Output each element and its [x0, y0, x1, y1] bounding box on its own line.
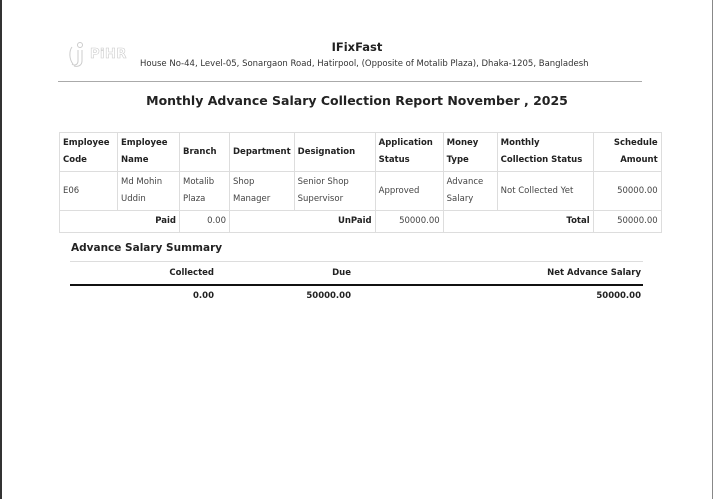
- table-footer-row: Paid 0.00 UnPaid 50000.00 Total 50000.00: [59, 210, 662, 233]
- unpaid-label: UnPaid: [229, 210, 376, 233]
- summary-header-due: Due: [332, 268, 351, 278]
- cell-money-type: Advance Salary: [442, 171, 498, 211]
- summary-header-net: Net Advance Salary: [547, 268, 641, 278]
- total-value: 50000.00: [592, 210, 662, 233]
- table-row: E06 Md Mohin Uddin Motalib Plaza Shop Ma…: [59, 171, 662, 211]
- summary-value-due: 50000.00: [306, 291, 351, 301]
- column-header: Branch: [179, 132, 230, 172]
- cell-application-status: Approved: [374, 171, 444, 211]
- cell-collection-status: Not Collected Yet: [496, 171, 594, 211]
- column-header: Schedule Amount: [592, 132, 662, 172]
- summary-title: Advance Salary Summary: [71, 242, 223, 254]
- summary-header-rule: [70, 284, 643, 286]
- summary-value-collected: 0.00: [193, 291, 214, 301]
- company-name: IFixFast: [331, 40, 383, 54]
- logo-icon: [69, 42, 83, 67]
- summary-divider: [70, 261, 643, 262]
- column-header: Employee Name: [117, 132, 180, 172]
- paid-value: 0.00: [179, 210, 230, 233]
- page-edge-right: [712, 0, 713, 499]
- summary-value-net: 50000.00: [596, 291, 641, 301]
- cell-designation: Senior Shop Supervisor: [293, 171, 376, 211]
- cell-schedule-amount: 50000.00: [592, 171, 662, 211]
- column-header: Department: [229, 132, 295, 172]
- cell-branch: Motalib Plaza: [179, 171, 230, 211]
- cell-department: Shop Manager: [229, 171, 295, 211]
- column-header: Application Status: [374, 132, 444, 172]
- column-header: Monthly Collection Status: [496, 132, 594, 172]
- column-header: Employee Code: [59, 132, 118, 172]
- column-header: Designation: [293, 132, 376, 172]
- column-header: Money Type: [442, 132, 498, 172]
- table-header-row: Employee Code Employee Name Branch Depar…: [59, 132, 662, 172]
- report-table: Employee Code Employee Name Branch Depar…: [59, 132, 662, 233]
- summary-header-collected: Collected: [169, 268, 214, 278]
- header-divider: [58, 81, 642, 82]
- total-label: Total: [442, 210, 594, 233]
- report-title: Monthly Advance Salary Collection Report…: [146, 93, 568, 108]
- unpaid-value: 50000.00: [374, 210, 444, 233]
- cell-employee-name: Md Mohin Uddin: [117, 171, 180, 211]
- cell-employee-code: E06: [59, 171, 118, 211]
- paid-label: Paid: [59, 210, 180, 233]
- page-edge-left: [0, 0, 2, 499]
- company-address: House No-44, Level-05, Sonargaon Road, H…: [140, 59, 589, 69]
- company-logo: PiHR: [68, 40, 140, 68]
- logo-text: PiHR: [90, 46, 127, 62]
